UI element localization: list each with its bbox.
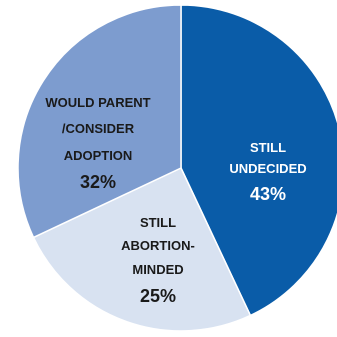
percent-label: 25% xyxy=(140,286,176,306)
label-line: /CONSIDER xyxy=(62,121,135,136)
label-line: UNDECIDED xyxy=(229,161,306,176)
percent-label: 32% xyxy=(80,172,116,192)
label-line: ADOPTION xyxy=(64,148,133,163)
percent-label: 43% xyxy=(250,184,286,204)
slice-label-still-abortion-minded: STILL ABORTION- MINDED 25% xyxy=(121,215,195,306)
slice-would-parent xyxy=(17,4,182,239)
slice-still-undecided xyxy=(180,4,337,317)
label-line: STILL xyxy=(140,215,176,230)
slice-still-abortion-minded xyxy=(32,167,252,332)
slice-label-would-parent: WOULD PARENT /CONSIDER ADOPTION 32% xyxy=(45,95,150,192)
label-line: MINDED xyxy=(132,262,183,277)
label-line: ABORTION- xyxy=(121,238,195,253)
pie-slices xyxy=(17,4,337,332)
slice-label-still-undecided: STILL UNDECIDED 43% xyxy=(229,140,306,204)
label-line: WOULD PARENT xyxy=(45,95,150,110)
label-line: STILL xyxy=(250,140,286,155)
